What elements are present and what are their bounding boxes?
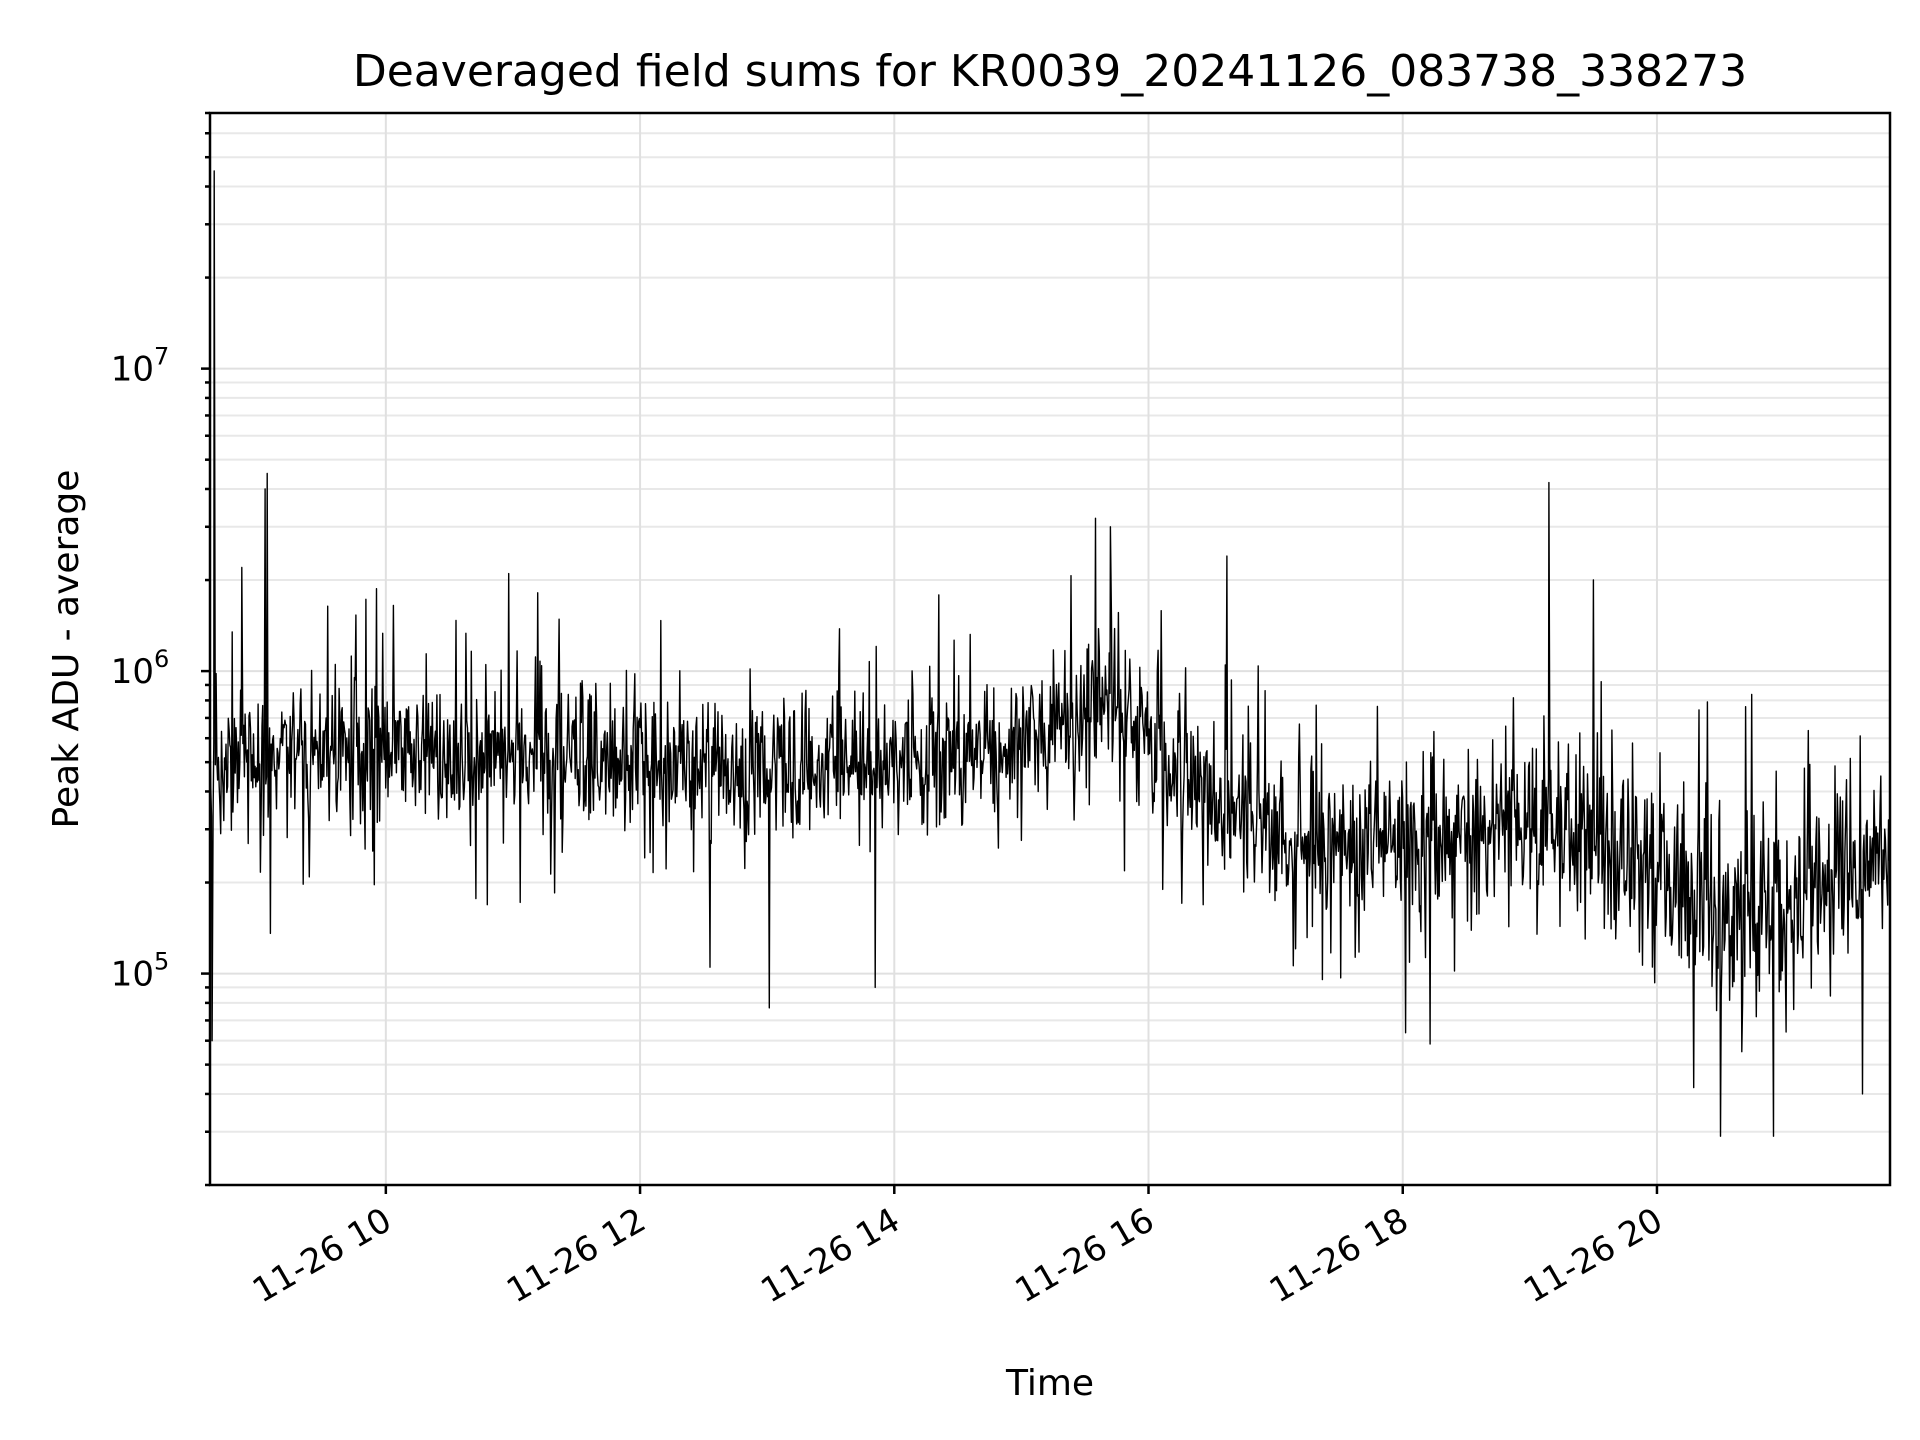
chart-title: Deaveraged field sums for KR0039_2024112… — [353, 46, 1747, 97]
x-tick-label: 11-26 12 — [500, 1200, 652, 1311]
x-tick-label: 11-26 20 — [1517, 1200, 1669, 1311]
y-axis: 105 106 107 — [111, 111, 210, 1187]
y-axis-label: Peak ADU - average — [46, 470, 87, 829]
series-line — [209, 170, 1891, 1137]
y-tick-label: 107 — [111, 343, 170, 390]
x-axis-label: Time — [1005, 1363, 1094, 1404]
grid — [210, 112, 1890, 1186]
series-group — [209, 170, 1891, 1137]
x-tick-label: 11-26 18 — [1263, 1200, 1415, 1311]
y-tick-label: 106 — [111, 645, 170, 692]
x-tick-label: 11-26 14 — [754, 1200, 906, 1311]
x-axis: 11-26 10 11-26 12 11-26 14 11-26 16 11-26 18… — [246, 1185, 1669, 1311]
x-tick-label: 11-26 10 — [246, 1200, 398, 1311]
y-tick-label: 105 — [111, 948, 170, 995]
plot-frame — [208, 111, 1892, 1187]
x-tick-label: 11-26 16 — [1009, 1200, 1161, 1311]
